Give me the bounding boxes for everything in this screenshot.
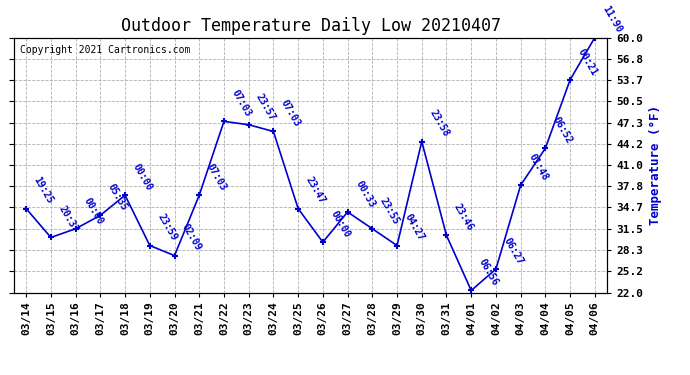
Text: 23:57: 23:57 [254,92,277,122]
Text: 02:09: 02:09 [180,222,204,253]
Text: 23:55: 23:55 [378,195,401,226]
Text: 07:03: 07:03 [279,98,302,129]
Text: 06:52: 06:52 [551,115,574,146]
Text: 11:90: 11:90 [600,4,624,35]
Text: 04:27: 04:27 [402,212,426,243]
Text: 23:47: 23:47 [304,176,327,206]
Text: 00:00: 00:00 [130,162,154,192]
Text: 06:27: 06:27 [502,236,525,266]
Text: 07:03: 07:03 [230,88,253,118]
Y-axis label: Temperature (°F): Temperature (°F) [649,105,662,225]
Text: 23:59: 23:59 [155,212,179,243]
Text: 23:46: 23:46 [452,202,475,232]
Text: 00:21: 00:21 [575,46,599,77]
Text: 07:03: 07:03 [205,162,228,192]
Text: 05:35: 05:35 [106,182,129,213]
Text: 20:37: 20:37 [57,204,80,235]
Text: 19:25: 19:25 [32,176,55,206]
Text: 23:58: 23:58 [427,108,451,139]
Text: 01:48: 01:48 [526,152,549,182]
Text: 00:33: 00:33 [353,179,377,209]
Text: 06:56: 06:56 [477,257,500,288]
Text: Copyright 2021 Cartronics.com: Copyright 2021 Cartronics.com [20,45,190,55]
Text: 00:00: 00:00 [81,195,104,226]
Text: 00:00: 00:00 [328,209,352,239]
Title: Outdoor Temperature Daily Low 20210407: Outdoor Temperature Daily Low 20210407 [121,16,500,34]
